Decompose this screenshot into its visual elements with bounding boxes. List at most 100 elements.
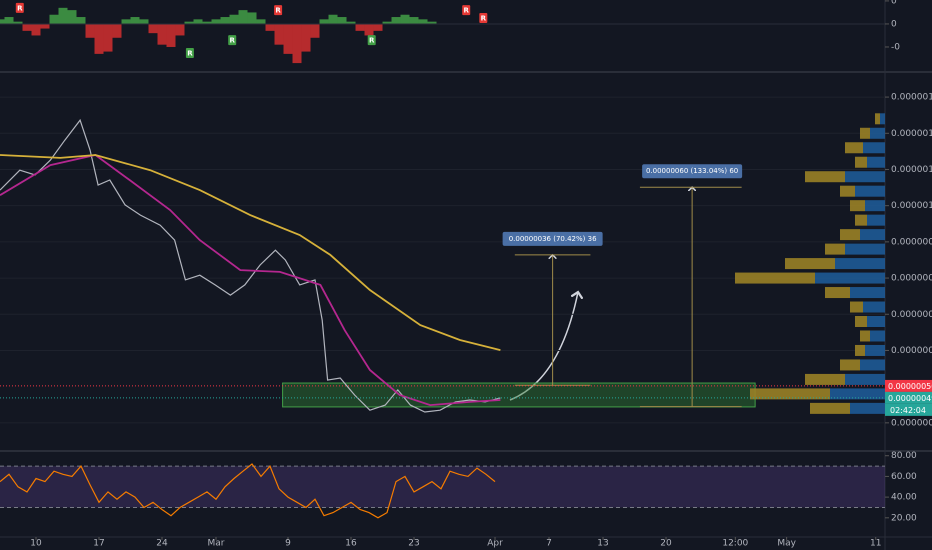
volume-profile-down <box>875 113 880 125</box>
measure-label: 0.00000036 (70.42%) 36 <box>509 235 597 243</box>
series-line <box>0 463 496 519</box>
signal-label: R <box>464 7 470 15</box>
y-tick-label: 0.00000040 <box>891 418 932 428</box>
x-tick-label: 7 <box>546 539 552 549</box>
volume-profile-down <box>840 229 860 241</box>
signal-label: R <box>369 37 375 45</box>
volume-profile-down <box>860 127 870 139</box>
volume-profile-up <box>870 127 885 139</box>
volume-profile-down <box>825 287 850 299</box>
volume-profile-up <box>865 200 885 212</box>
oscillator-bar <box>382 21 392 24</box>
oscillator-bar <box>283 23 293 54</box>
volume-profile-down <box>855 214 867 226</box>
oscillator-bar <box>355 23 365 31</box>
oscillator-bar <box>211 19 221 24</box>
oscillator-bar <box>148 23 158 34</box>
signal-marker <box>274 5 283 16</box>
volume-profile-down <box>855 156 867 168</box>
volume-profile-down <box>785 258 835 270</box>
volume-profile-up <box>867 156 885 168</box>
x-tick-label: 12:00 <box>722 539 748 549</box>
oscillator-bar <box>409 17 419 24</box>
volume-profile-down <box>850 200 865 212</box>
volume-profile-up <box>867 214 885 226</box>
x-tick-label: 11 <box>870 539 881 549</box>
oscillator-bar <box>346 21 356 24</box>
x-tick-label: Mar <box>208 539 225 549</box>
y-tick-label: 20.00 <box>891 513 917 523</box>
oscillator-bar <box>85 23 95 38</box>
volume-profile-up <box>860 359 885 371</box>
volume-profile-down <box>825 243 845 255</box>
oscillator-bar <box>157 23 167 45</box>
volume-profile-down <box>805 373 845 385</box>
volume-profile-up <box>865 344 885 356</box>
projection-arrow <box>509 292 578 401</box>
oscillator-bar <box>418 19 428 24</box>
volume-profile-down <box>845 142 863 154</box>
signal-marker <box>15 2 24 13</box>
oscillator-bar <box>337 17 347 24</box>
volume-profile-down <box>840 359 860 371</box>
series-line <box>0 154 501 351</box>
oscillator-bar <box>4 17 14 24</box>
volume-profile-down <box>810 402 850 414</box>
volume-profile-up <box>815 272 885 284</box>
volume-profile-up <box>850 287 885 299</box>
axis-group: 0 0 -0 <box>885 0 900 52</box>
x-tick-label: 10 <box>30 539 42 549</box>
y-tick-label: 60.00 <box>891 472 917 482</box>
oscillator-bar <box>40 23 50 29</box>
oscillator-bar <box>121 19 131 24</box>
countdown: 02:42:04 <box>890 406 926 415</box>
volume-profile-up <box>870 330 885 342</box>
signal-label: R <box>187 49 193 57</box>
signal-marker <box>185 47 194 58</box>
plot-area: 0.00000036 (70.42%) 36 0.00000060 (133.04… <box>0 96 885 424</box>
x-tick-label: Apr <box>487 539 503 549</box>
oscillator-bar <box>247 12 257 24</box>
x-tick-label: 17 <box>93 539 104 549</box>
y-tick-label: 0.00000060 <box>891 346 932 356</box>
plot-area <box>0 463 885 519</box>
axis-group: 0.00000130 0.00000120 0.00000110 0.00000100… <box>885 93 932 428</box>
signal-label: R <box>481 14 487 22</box>
volume-profile-down <box>860 330 870 342</box>
signal-label: R <box>17 4 23 12</box>
y-tick-label: 0.00000080 <box>891 274 932 284</box>
y-tick-label: -0 <box>891 42 900 52</box>
oscillator-bar <box>373 23 383 31</box>
oscillator-bar <box>220 17 230 24</box>
volume-profile-up <box>855 185 885 197</box>
oscillator-bar <box>175 23 185 36</box>
y-tick-label: 40.00 <box>891 493 917 503</box>
volume-profile-up <box>860 229 885 241</box>
y-tick-label: 0.00000070 <box>891 310 932 320</box>
volume-profile-down <box>855 316 867 328</box>
volume-profile-up <box>845 373 885 385</box>
oscillator-bar <box>229 14 239 24</box>
countdown-box <box>885 403 932 416</box>
x-tick-label: 9 <box>285 539 291 549</box>
measure-box <box>502 231 603 246</box>
volume-profile-down <box>735 272 815 284</box>
x-tick-label: 23 <box>408 539 419 549</box>
volume-profile-down <box>805 171 845 183</box>
oscillator-bar <box>391 17 401 24</box>
y-tick-label: 0.00000090 <box>891 237 932 247</box>
y-tick-label: 0 <box>891 0 897 6</box>
oscillator-bar <box>427 21 437 24</box>
volume-profile-up <box>845 171 885 183</box>
oscillator-bar <box>166 23 176 47</box>
oscillator-bar <box>112 23 122 38</box>
signal-marker <box>367 35 376 46</box>
oscillator-bar <box>292 23 302 64</box>
signal-label: R <box>230 37 236 45</box>
oscillator-bar <box>184 21 194 24</box>
price-label: 0.00000050 <box>888 382 932 391</box>
oscillator-bar <box>94 23 104 54</box>
oscillator-bar <box>202 21 212 24</box>
volume-profile-down <box>855 344 865 356</box>
